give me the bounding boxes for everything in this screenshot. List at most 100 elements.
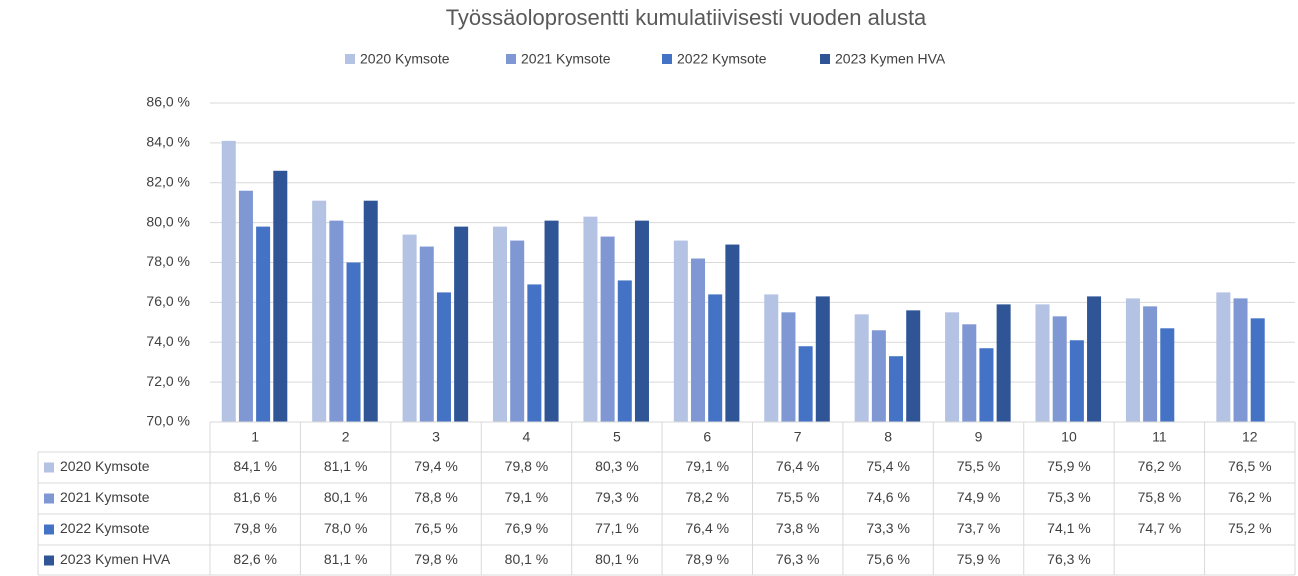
table-cell: 73,8 %	[776, 520, 820, 536]
bar	[346, 262, 361, 422]
table-cell: 78,0 %	[324, 520, 368, 536]
table-cell: 79,8 %	[233, 520, 277, 536]
table-cell: 76,4 %	[685, 520, 729, 536]
bar	[436, 292, 451, 422]
bar	[1035, 304, 1050, 422]
legend-swatch	[44, 462, 54, 473]
x-tick-label: 10	[1061, 429, 1077, 445]
bar	[312, 200, 327, 422]
table-cell: 79,1 %	[685, 458, 729, 474]
bar	[1087, 296, 1102, 422]
bar	[1160, 328, 1175, 422]
x-tick-label: 8	[884, 429, 892, 445]
bar	[764, 294, 779, 422]
table-cell: 78,2 %	[685, 489, 729, 505]
chart-title: Työssäoloprosentti kumulatiivisesti vuod…	[446, 5, 927, 30]
bar	[673, 240, 688, 422]
y-tick-label: 82,0 %	[146, 173, 190, 189]
y-tick-label: 78,0 %	[146, 253, 190, 269]
table-row-label: 2020 Kymsote	[60, 458, 150, 474]
x-tick-label: 4	[523, 429, 531, 445]
bar	[1216, 292, 1231, 422]
bar	[238, 190, 253, 422]
bar	[1143, 306, 1158, 422]
y-tick-label: 72,0 %	[146, 373, 190, 389]
bar	[962, 324, 977, 422]
table-cell: 79,1 %	[505, 489, 549, 505]
bar	[1069, 340, 1084, 422]
table-cell: 76,9 %	[505, 520, 549, 536]
x-tick-label: 11	[1152, 429, 1167, 445]
table-cell: 79,3 %	[595, 489, 639, 505]
bar	[781, 312, 796, 422]
legend-swatch	[820, 54, 830, 64]
bar	[906, 310, 921, 422]
table-cell: 73,3 %	[866, 520, 910, 536]
table-cell: 75,6 %	[866, 551, 910, 567]
bar	[979, 348, 994, 422]
legend-swatch	[44, 524, 54, 535]
table-cell: 76,2 %	[1228, 489, 1272, 505]
table-row-label: 2021 Kymsote	[60, 489, 150, 505]
y-tick-label: 80,0 %	[146, 213, 190, 229]
table-cell: 80,1 %	[324, 489, 368, 505]
table-cell: 77,1 %	[595, 520, 639, 536]
bar	[363, 200, 378, 422]
legend-swatch	[44, 555, 54, 566]
y-tick-label: 70,0 %	[146, 413, 190, 429]
bar	[454, 226, 469, 422]
table-cell: 76,3 %	[776, 551, 820, 567]
bar	[889, 356, 904, 422]
x-tick-label: 9	[975, 429, 983, 445]
bar	[871, 330, 886, 422]
table-row-label: 2022 Kymsote	[60, 520, 150, 536]
x-tick-label: 6	[703, 429, 711, 445]
table-cell: 81,6 %	[233, 489, 277, 505]
table-cell: 81,1 %	[324, 551, 368, 567]
table-cell: 80,1 %	[595, 551, 639, 567]
bar	[1125, 298, 1140, 422]
bar	[725, 244, 740, 422]
bar	[583, 216, 598, 422]
legend-swatch	[662, 54, 672, 64]
table-cell: 76,2 %	[1138, 458, 1182, 474]
bar	[221, 140, 236, 422]
bar	[708, 294, 723, 422]
table-cell: 80,1 %	[505, 551, 549, 567]
bar	[634, 220, 649, 422]
x-tick-label: 5	[613, 429, 621, 445]
table-cell: 75,9 %	[1047, 458, 1091, 474]
y-tick-label: 74,0 %	[146, 333, 190, 349]
table-cell: 79,8 %	[505, 458, 549, 474]
bar	[600, 236, 615, 422]
bar	[1052, 316, 1067, 422]
table-cell: 74,7 %	[1138, 520, 1182, 536]
x-tick-label: 7	[794, 429, 802, 445]
y-tick-label: 86,0 %	[146, 94, 190, 110]
bar	[527, 284, 542, 422]
table-cell: 73,7 %	[957, 520, 1001, 536]
bar	[419, 246, 434, 422]
bar	[854, 314, 869, 422]
bar	[329, 220, 344, 422]
bar	[996, 304, 1011, 422]
table-cell: 76,4 %	[776, 458, 820, 474]
legend-label: 2021 Kymsote	[521, 51, 611, 67]
table-cell: 75,9 %	[957, 551, 1001, 567]
bar	[1250, 318, 1265, 422]
table-cell: 75,2 %	[1228, 520, 1272, 536]
bar	[256, 226, 271, 422]
bar	[691, 258, 706, 422]
bar	[510, 240, 525, 422]
legend-swatch	[506, 54, 516, 64]
table-cell: 75,5 %	[957, 458, 1001, 474]
bar	[402, 234, 417, 422]
x-tick-label: 12	[1242, 429, 1258, 445]
table-cell: 75,4 %	[866, 458, 910, 474]
legend-label: 2022 Kymsote	[677, 51, 767, 67]
table-row-label: 2023 Kymen HVA	[60, 551, 171, 567]
bar	[945, 312, 960, 422]
x-tick-label: 2	[342, 429, 350, 445]
